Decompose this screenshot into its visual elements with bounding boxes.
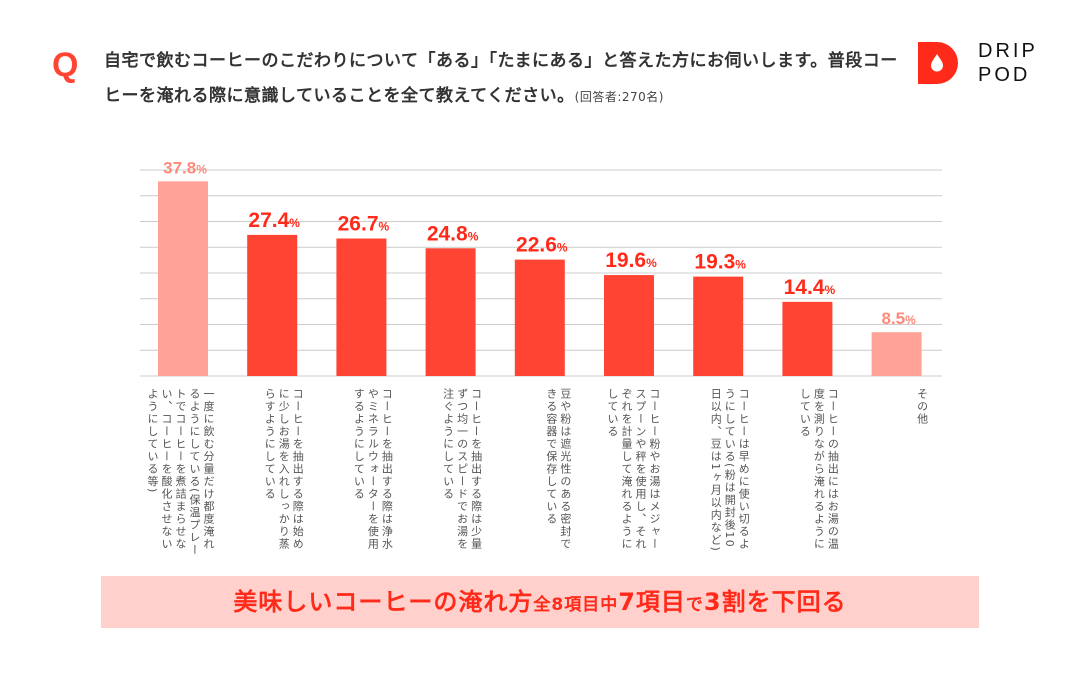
bar [336, 238, 387, 376]
drop-icon [931, 54, 943, 72]
bar [158, 181, 208, 376]
bar [871, 332, 922, 376]
category-label: 豆や粉は遮光性のある密封できる容器で保存している [544, 388, 572, 551]
banner-part3: 7項目 [618, 588, 686, 616]
category-label: コーヒー粉やお湯はメジャースプーンや秤を使用し、それぞれを計量して淹れるようにし… [606, 388, 661, 551]
banner-part1: 美味しいコーヒーの淹れ方 [233, 588, 534, 616]
value-label: 19.6% [605, 249, 657, 272]
value-label: 37.8% [163, 158, 207, 177]
summary-banner: 美味しいコーヒーの淹れ方全8項目中7項目で3割を下回る [101, 576, 979, 628]
logo-d-mark [918, 42, 958, 84]
logo-text: DRIP POD [978, 39, 1038, 87]
value-label: 27.4% [248, 209, 300, 232]
bar [247, 234, 298, 376]
category-label: コーヒーの抽出にはお湯の温度を測りながら淹れるようにしている [798, 388, 840, 551]
category-label: 一度に飲む分量だけ都度淹れるようにしている(保温プレートでコーヒーを煮詰まらせな… [146, 388, 215, 557]
category-label: コーヒーを抽出する際は始めに少しお湯を入れしっかり蒸らすようにしている [263, 388, 305, 551]
q-mark: Q [52, 46, 79, 84]
value-label: 24.8% [427, 222, 479, 245]
logo-line2: POD [978, 64, 1031, 86]
drip-pod-logo: DRIP POD [918, 40, 1048, 90]
logo-line1: DRIP [978, 40, 1038, 62]
value-label: 19.3% [694, 251, 746, 274]
bar [604, 275, 654, 376]
question-body: 自宅で飲むコーヒーのこだわりについて「ある」「たまにある」と答えた方にお伺いしま… [104, 51, 898, 106]
value-label: 14.4% [784, 276, 836, 299]
banner-part5: 3割を下回る [703, 588, 847, 616]
banner-part2: 全8項目中 [533, 595, 619, 615]
category-label: その他 [915, 388, 929, 426]
bar [425, 248, 476, 376]
category-label: コーヒーを抽出する際は浄水やミネラルウォーターを使用するようにしている [352, 388, 394, 551]
respondent-count: (回答者:270名) [574, 90, 664, 104]
bar [514, 259, 565, 376]
category-label: コーヒーは早めに使い切るようにしている(粉は開封後10日以内、豆は1ヶ月以内など… [709, 388, 751, 553]
value-label: 8.5% [881, 309, 916, 328]
banner-part4: で [685, 595, 704, 615]
category-label: コーヒーを抽出する際は少量ずつ均一のスピードでお湯を注ぐようにしている [441, 388, 483, 551]
bar [693, 276, 744, 376]
question-text: 自宅で飲むコーヒーのこだわりについて「ある」「たまにある」と答えた方にお伺いしま… [104, 44, 904, 115]
bar [782, 301, 833, 376]
value-label: 26.7% [338, 212, 390, 235]
value-label: 22.6% [516, 234, 568, 257]
